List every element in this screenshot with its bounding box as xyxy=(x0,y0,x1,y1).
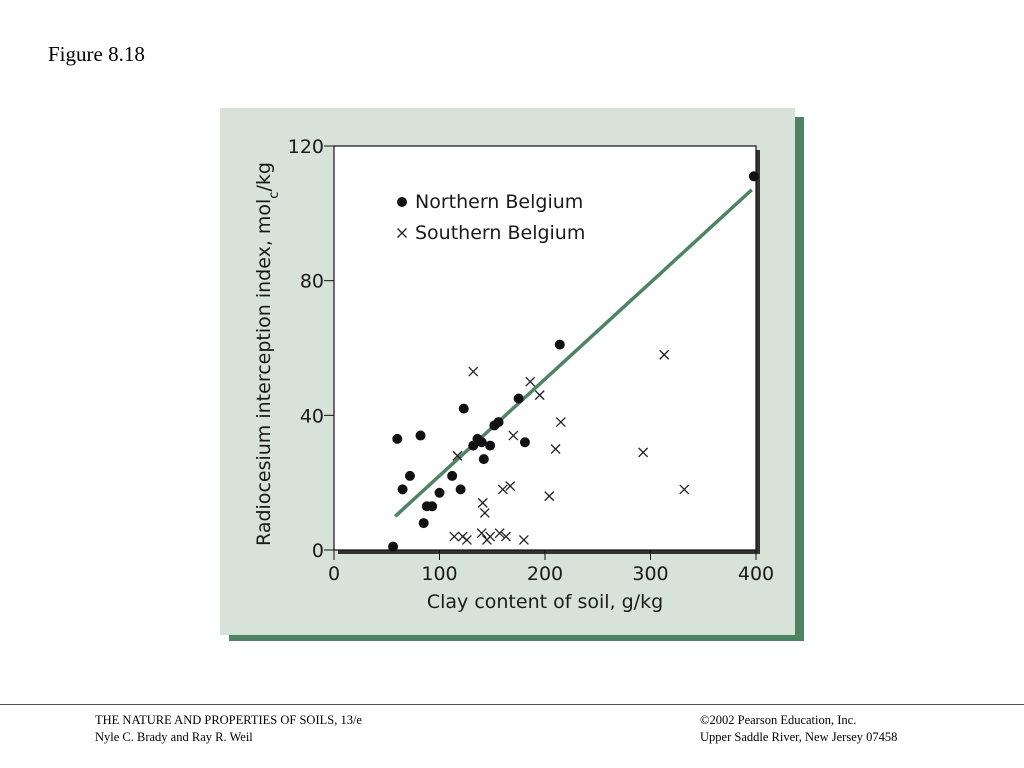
data-point-northern xyxy=(476,437,487,448)
x-tick-label: 300 xyxy=(632,563,668,585)
cross-stroke xyxy=(497,484,508,495)
footer-divider xyxy=(0,704,1024,705)
cross-stroke xyxy=(468,366,479,377)
y-tick-label: 80 xyxy=(300,271,324,293)
data-point-southern xyxy=(479,508,490,518)
cross-stroke xyxy=(544,491,555,502)
x-tick-label: 0 xyxy=(328,563,340,585)
data-point-southern xyxy=(476,528,487,539)
data-point-southern xyxy=(550,444,561,454)
data-point-northern xyxy=(392,433,403,444)
x-tick-label: 100 xyxy=(421,563,457,585)
y-tick-label: 40 xyxy=(300,405,324,427)
cross-stroke xyxy=(452,450,463,461)
data-point-northern xyxy=(434,487,445,498)
data-point-northern xyxy=(455,484,466,495)
data-point-northern xyxy=(415,430,426,441)
data-point-northern xyxy=(493,417,504,428)
legend-label: Northern Belgium xyxy=(415,191,583,213)
cross-stroke xyxy=(518,534,529,545)
cross-stroke xyxy=(638,447,649,458)
data-point-northern xyxy=(447,470,458,481)
data-point-southern xyxy=(525,376,536,387)
data-point-southern xyxy=(638,447,649,458)
legend-label: Southern Belgium xyxy=(415,222,585,244)
data-point-southern xyxy=(659,349,670,360)
data-point-southern xyxy=(485,531,496,542)
data-point-southern xyxy=(468,366,479,377)
legend-marker-northern xyxy=(397,197,407,207)
cross-stroke xyxy=(525,376,536,387)
data-point-southern xyxy=(508,430,519,441)
x-tick-label: 200 xyxy=(527,563,563,585)
cross-stroke xyxy=(479,508,490,518)
cross-stroke xyxy=(501,531,511,542)
cross-stroke xyxy=(534,390,545,401)
data-point-southern xyxy=(477,497,488,508)
data-point-northern xyxy=(519,437,530,448)
data-point-southern xyxy=(555,417,566,428)
x-tick-label: 400 xyxy=(738,563,774,585)
data-point-southern xyxy=(534,390,545,401)
cross-stroke xyxy=(550,444,561,454)
cross-stroke xyxy=(659,349,670,360)
cross-stroke xyxy=(476,528,487,539)
legend-marker-southern xyxy=(397,228,407,238)
data-point-northern xyxy=(485,440,496,451)
footer-authors: Nyle C. Brady and Ray R. Weil xyxy=(95,730,253,744)
x-axis-label: Clay content of soil, g/kg xyxy=(427,591,663,613)
y-tick-label: 0 xyxy=(312,540,324,562)
data-point-northern xyxy=(388,541,399,552)
scatter-chart: 0 40 80 120 0 100 200 300 400 Clay content of soi… xyxy=(253,136,774,613)
data-point-northern xyxy=(554,339,565,350)
data-point-northern xyxy=(404,470,415,481)
cross-stroke xyxy=(485,531,496,542)
data-point-southern xyxy=(461,534,472,545)
plot-area xyxy=(333,145,757,551)
cross-stroke xyxy=(505,481,516,491)
data-point-northern xyxy=(513,393,524,404)
data-point-southern xyxy=(505,481,516,491)
footer-address: Upper Saddle River, New Jersey 07458 xyxy=(700,730,898,744)
data-point-northern xyxy=(418,518,429,529)
data-point-northern xyxy=(478,454,489,465)
data-point-southern xyxy=(679,484,690,495)
data-point-southern xyxy=(497,484,508,495)
y-axis-label: Radiocesium interception index, molc/kg xyxy=(253,162,282,546)
data-point-northern xyxy=(427,501,438,512)
cross-stroke xyxy=(477,497,488,508)
cross-stroke xyxy=(397,228,407,238)
footer-copyright: ©2002 Pearson Education, Inc. xyxy=(700,713,857,727)
regression-line xyxy=(394,188,753,518)
data-point-northern xyxy=(397,484,408,495)
data-point-southern xyxy=(518,534,529,545)
data-point-southern xyxy=(501,531,511,542)
data-point-northern xyxy=(458,403,469,414)
data-point-southern xyxy=(544,491,555,502)
data-point-southern xyxy=(494,528,505,539)
cross-stroke xyxy=(679,484,690,495)
footer-publisher: ©2002 Pearson Education, Inc. Upper Sadd… xyxy=(700,712,897,746)
cross-stroke xyxy=(461,534,472,545)
data-point-southern xyxy=(449,531,460,542)
footer-citation: THE NATURE AND PROPERTIES OF SOILS, 13/e… xyxy=(95,712,362,746)
data-point-southern xyxy=(452,450,463,461)
cross-stroke xyxy=(508,430,519,441)
cross-stroke xyxy=(449,531,460,542)
slide-title: Figure 8.18 xyxy=(48,42,145,66)
cross-stroke xyxy=(494,528,505,539)
y-tick-label: 120 xyxy=(288,136,324,158)
cross-stroke xyxy=(555,417,566,428)
data-point-northern xyxy=(748,171,759,182)
footer-book-title: THE NATURE AND PROPERTIES OF SOILS, 13/e xyxy=(95,713,362,727)
